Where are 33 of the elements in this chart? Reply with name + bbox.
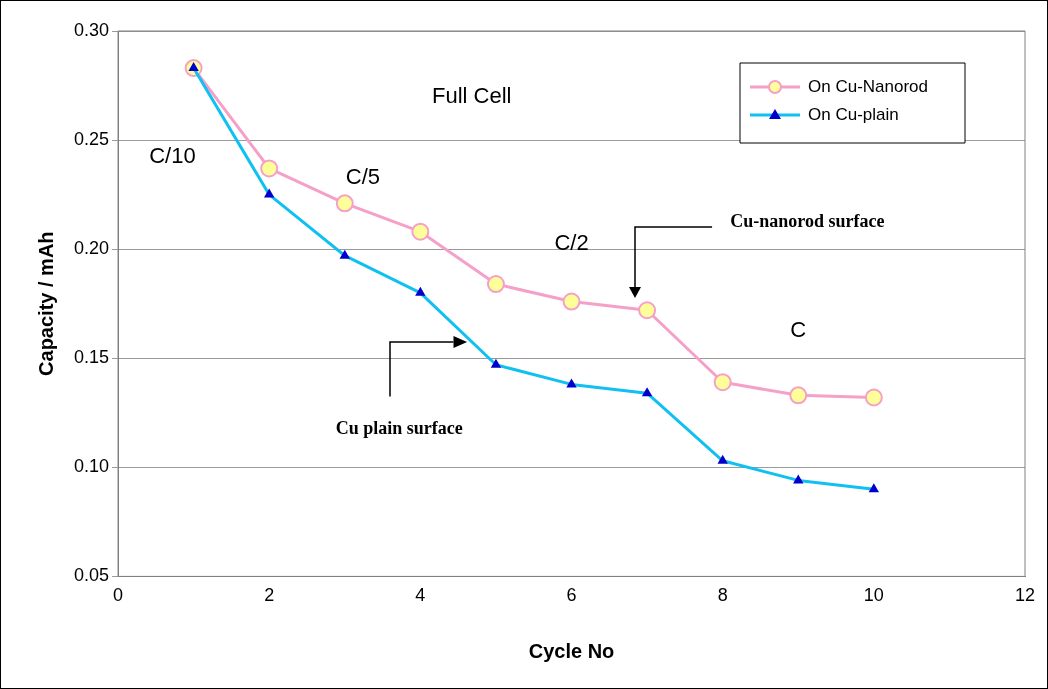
point — [864, 388, 883, 407]
x-tick-label: 0 — [113, 585, 124, 606]
annotation: C — [790, 317, 807, 343]
point — [411, 222, 430, 241]
y-tick-label: 0.10 — [73, 456, 110, 477]
point — [335, 194, 354, 213]
annotation: C/5 — [345, 164, 381, 190]
point — [486, 275, 505, 294]
y-axis-title: Capacity / mAh — [34, 231, 57, 376]
annotation: Full Cell — [432, 82, 512, 108]
y-tick-label: 0.30 — [73, 19, 110, 40]
x-tick-label: 10 — [863, 585, 884, 606]
x-tick-label: 8 — [717, 585, 728, 606]
x-tick-label: 2 — [264, 585, 275, 606]
point — [713, 373, 732, 392]
x-tick-label: 4 — [415, 585, 426, 606]
x-axis-title: Cycle No — [528, 639, 615, 662]
x-tick-label: 6 — [566, 585, 577, 606]
annotation: Cu-nanorod surface — [730, 210, 885, 231]
legend-label: On Cu-plain — [808, 104, 899, 124]
y-tick-label: 0.20 — [73, 238, 110, 259]
y-tick-label: 0.05 — [73, 565, 110, 586]
point — [260, 159, 279, 178]
legend-label: On Cu-Nanorod — [808, 76, 929, 96]
annotation: C/2 — [554, 229, 589, 255]
point — [789, 386, 808, 405]
y-tick-label: 0.15 — [73, 347, 110, 368]
point — [638, 301, 657, 320]
annotation: C/10 — [149, 142, 196, 168]
annotation: Cu plain surface — [335, 417, 463, 438]
x-tick-label: 12 — [1014, 585, 1036, 606]
point — [562, 292, 581, 311]
y-tick-label: 0.25 — [73, 129, 110, 150]
